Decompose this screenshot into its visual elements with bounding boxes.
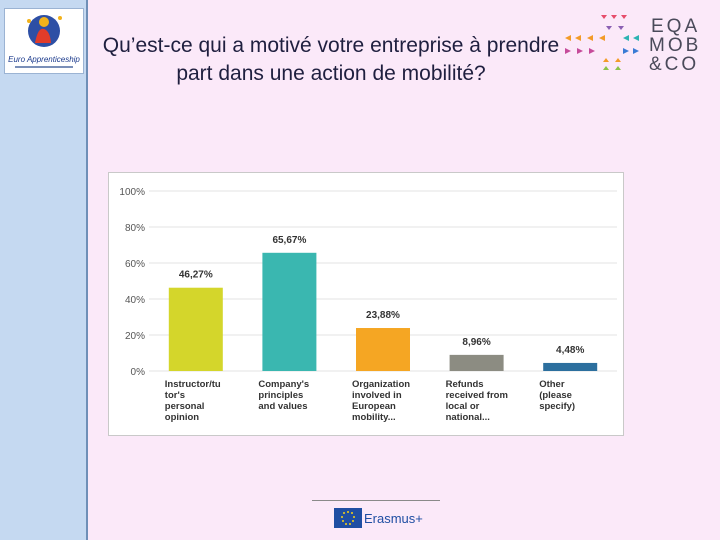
x-tick-label: Refunds [446,379,484,390]
y-tick-label: 60% [125,259,145,270]
y-tick-label: 80% [125,223,145,234]
data-label: 23,88% [366,310,400,321]
x-tick-label: tor's [165,390,185,401]
y-tick-label: 100% [119,187,145,198]
logo-line-3: &CO [649,54,699,74]
logo-line-2: MOB [649,35,701,56]
x-tick-label: Other [539,379,565,390]
x-tick-label: and values [258,401,307,412]
bar [449,354,504,371]
x-tick-label: Organization [352,379,410,390]
y-tick-label: 20% [125,331,145,342]
data-label: 46,27% [179,270,213,281]
x-tick-label: involved in [352,390,402,401]
data-label: 65,67% [272,235,306,246]
x-tick-label: national... [446,412,490,423]
eqamob-logo: EQA MOB &CO [565,15,701,74]
chart-frame: 0% 20% 40% 60% 80% 100% 46,27% Instructor/tu tor… [108,172,624,436]
logo-line-1: EQA [651,16,700,37]
data-label: 8,96% [462,337,490,348]
x-tick-label: received from [446,390,508,401]
y-tick-label: 0% [131,367,146,378]
x-tick-label: local or [446,401,480,412]
x-tick-label: opinion [165,412,199,423]
bar [356,328,410,371]
x-tick-label: European [352,401,396,412]
apprenticeship-emblem-icon [27,15,62,47]
data-label: 4,48% [556,345,584,356]
bar [262,252,317,371]
x-tick-label: (please [539,390,572,401]
slide-title: Qu’est-ce qui a motivé votre entreprise … [102,34,560,85]
logo-text: Euro Apprenticeship [8,55,80,64]
x-tick-label: Company's [258,379,309,390]
x-tick-label: principles [258,390,303,401]
bar-chart: 0% 20% 40% 60% 80% 100% 46,27% Instructor/tutor… [119,187,617,423]
footer-divider [312,500,440,501]
arrows-cross-icon [565,15,639,70]
x-tick-label: personal [165,401,205,412]
logo-underline [15,66,73,68]
x-tick-label: specify) [539,401,575,412]
sidebar: Euro Apprenticeship [0,0,88,540]
euro-apprenticeship-logo: Euro Apprenticeship [4,8,84,74]
erasmus-footer: Erasmus+ [312,496,442,534]
eu-flag-icon [334,508,362,528]
erasmus-label: Erasmus+ [364,511,423,526]
bar [168,287,223,371]
bar [543,362,598,371]
y-tick-label: 40% [125,295,145,306]
x-tick-label: Instructor/tu [165,379,221,390]
x-tick-label: mobility... [352,412,396,423]
